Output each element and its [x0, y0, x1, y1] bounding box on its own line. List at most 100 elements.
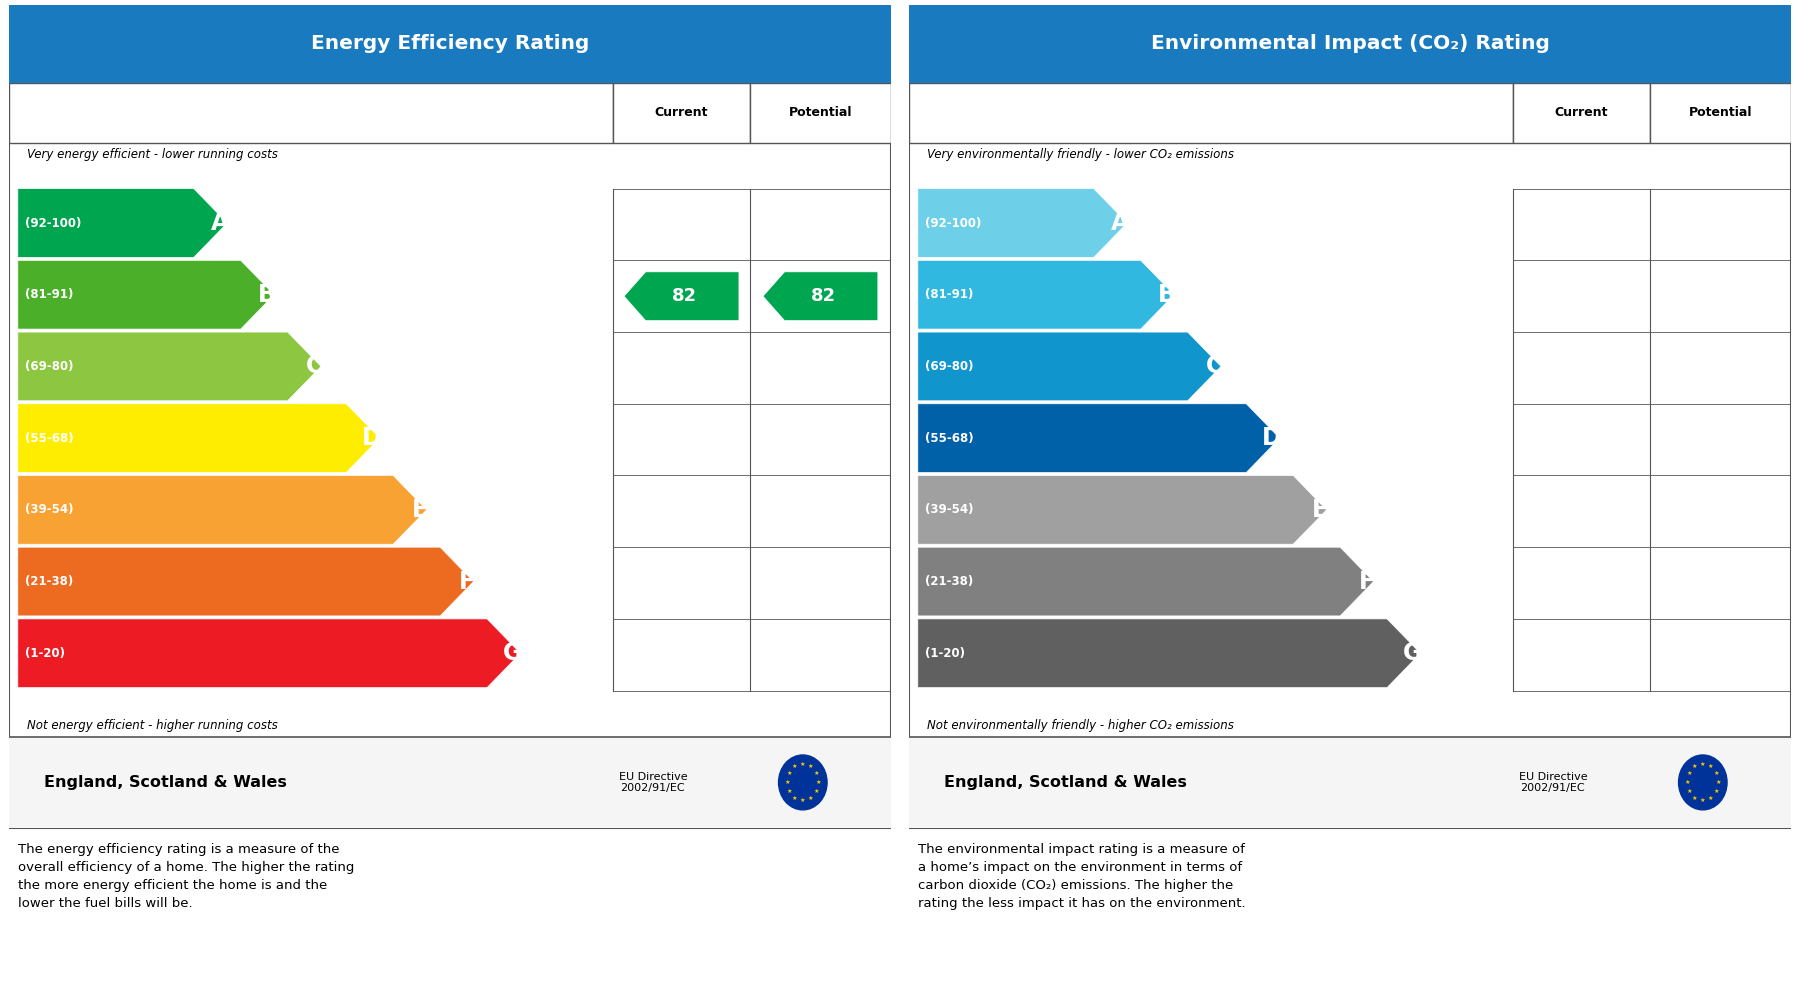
- Bar: [909, 83, 1514, 143]
- Text: ★: ★: [792, 764, 797, 769]
- Text: ★: ★: [814, 771, 819, 776]
- Text: ★: ★: [1692, 764, 1697, 769]
- Text: (55-68): (55-68): [25, 431, 74, 445]
- Polygon shape: [918, 332, 1220, 401]
- Text: ★: ★: [814, 789, 819, 794]
- Text: Not environmentally friendly - higher CO₂ emissions: Not environmentally friendly - higher CO…: [927, 719, 1233, 732]
- Polygon shape: [18, 188, 227, 257]
- Polygon shape: [918, 188, 1127, 257]
- Polygon shape: [18, 260, 274, 329]
- Text: Current: Current: [1555, 106, 1607, 119]
- Bar: [9, 83, 891, 829]
- Text: ★: ★: [787, 771, 792, 776]
- Bar: [909, 83, 1791, 829]
- Text: ★: ★: [1708, 764, 1714, 769]
- Text: ★: ★: [1692, 795, 1697, 800]
- Text: ★: ★: [1714, 789, 1719, 794]
- Polygon shape: [18, 619, 520, 687]
- Text: EU Directive
2002/91/EC: EU Directive 2002/91/EC: [1519, 771, 1588, 793]
- Text: (21-38): (21-38): [25, 575, 74, 588]
- Text: (69-80): (69-80): [25, 360, 74, 373]
- Text: B: B: [257, 282, 275, 306]
- Text: F: F: [1359, 570, 1375, 594]
- Text: ★: ★: [1687, 789, 1692, 794]
- Text: ★: ★: [1699, 798, 1706, 803]
- Text: (69-80): (69-80): [925, 360, 974, 373]
- Text: Potential: Potential: [788, 106, 851, 119]
- Text: The energy efficiency rating is a measure of the
overall efficiency of a home. T: The energy efficiency rating is a measur…: [18, 844, 355, 910]
- Text: ★: ★: [787, 789, 792, 794]
- Text: E: E: [412, 498, 428, 522]
- Text: (1-20): (1-20): [25, 647, 65, 660]
- Text: ★: ★: [799, 762, 806, 767]
- Text: ★: ★: [1699, 762, 1706, 767]
- Polygon shape: [18, 547, 473, 616]
- Text: Very energy efficient - lower running costs: Very energy efficient - lower running co…: [27, 148, 277, 160]
- Circle shape: [779, 755, 826, 809]
- Bar: [1651, 83, 1791, 143]
- Text: ★: ★: [1715, 780, 1721, 785]
- Text: Very environmentally friendly - lower CO₂ emissions: Very environmentally friendly - lower CO…: [927, 148, 1233, 160]
- Text: England, Scotland & Wales: England, Scotland & Wales: [45, 775, 288, 790]
- Text: (21-38): (21-38): [925, 575, 974, 588]
- Polygon shape: [18, 404, 380, 473]
- Text: ★: ★: [808, 764, 814, 769]
- Text: D: D: [1262, 426, 1282, 451]
- Bar: [1514, 83, 1651, 143]
- Polygon shape: [18, 476, 427, 544]
- Text: (1-20): (1-20): [925, 647, 965, 660]
- Text: EU Directive
2002/91/EC: EU Directive 2002/91/EC: [619, 771, 688, 793]
- Text: ★: ★: [815, 780, 821, 785]
- Text: ★: ★: [808, 795, 814, 800]
- Text: (81-91): (81-91): [925, 288, 974, 301]
- Bar: [909, 737, 1791, 829]
- Text: A: A: [211, 211, 229, 235]
- Text: G: G: [1402, 641, 1422, 665]
- Polygon shape: [918, 547, 1373, 616]
- Text: (39-54): (39-54): [925, 503, 974, 516]
- Text: (81-91): (81-91): [25, 288, 74, 301]
- Text: (55-68): (55-68): [925, 431, 974, 445]
- Text: D: D: [362, 426, 382, 451]
- Text: ★: ★: [792, 795, 797, 800]
- Text: (92-100): (92-100): [925, 217, 981, 230]
- Polygon shape: [918, 619, 1420, 687]
- Text: Environmental Impact (CO₂) Rating: Environmental Impact (CO₂) Rating: [1150, 34, 1550, 53]
- Bar: [909, 5, 1791, 83]
- Circle shape: [1679, 755, 1726, 809]
- Text: G: G: [502, 641, 522, 665]
- Polygon shape: [18, 332, 320, 401]
- Text: England, Scotland & Wales: England, Scotland & Wales: [945, 775, 1188, 790]
- Text: B: B: [1157, 282, 1175, 306]
- Polygon shape: [763, 272, 878, 321]
- Text: ★: ★: [1708, 795, 1714, 800]
- Text: Current: Current: [655, 106, 707, 119]
- Text: Potential: Potential: [1688, 106, 1751, 119]
- Bar: [9, 5, 891, 83]
- Text: E: E: [1312, 498, 1328, 522]
- Text: (92-100): (92-100): [25, 217, 81, 230]
- Text: (39-54): (39-54): [25, 503, 74, 516]
- Bar: [614, 83, 751, 143]
- Text: C: C: [306, 355, 322, 378]
- Text: ★: ★: [1685, 780, 1690, 785]
- Text: 82: 82: [671, 287, 697, 305]
- Polygon shape: [918, 476, 1327, 544]
- Text: ★: ★: [1714, 771, 1719, 776]
- Text: C: C: [1206, 355, 1222, 378]
- Polygon shape: [918, 260, 1174, 329]
- Polygon shape: [918, 404, 1280, 473]
- Text: ★: ★: [1687, 771, 1692, 776]
- Text: ★: ★: [785, 780, 790, 785]
- Text: F: F: [459, 570, 475, 594]
- Text: 82: 82: [812, 287, 837, 305]
- Text: A: A: [1111, 211, 1129, 235]
- Bar: [9, 83, 614, 143]
- Text: Energy Efficiency Rating: Energy Efficiency Rating: [311, 34, 589, 53]
- Polygon shape: [625, 272, 740, 321]
- Bar: [751, 83, 891, 143]
- Bar: [9, 737, 891, 829]
- Text: The environmental impact rating is a measure of
a home’s impact on the environme: The environmental impact rating is a mea…: [918, 844, 1246, 910]
- Text: ★: ★: [799, 798, 806, 803]
- Text: Not energy efficient - higher running costs: Not energy efficient - higher running co…: [27, 719, 277, 732]
